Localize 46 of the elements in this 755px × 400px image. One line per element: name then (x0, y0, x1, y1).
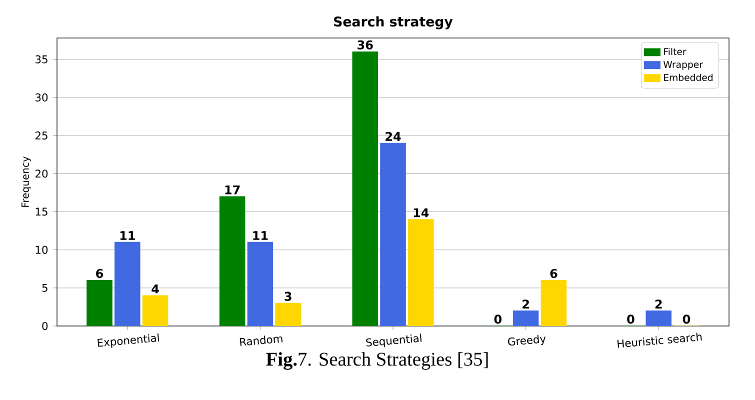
y-tick-label: 20 (35, 170, 48, 178)
bar (86, 280, 112, 326)
data-label: 3 (284, 292, 292, 301)
bar (646, 310, 672, 326)
bar (540, 280, 567, 326)
data-label: 4 (152, 284, 159, 294)
data-label: 2 (655, 300, 662, 308)
bar (512, 310, 539, 326)
data-label: 0 (627, 314, 634, 324)
y-tick-label: 25 (35, 131, 48, 140)
data-label: 0 (682, 314, 690, 324)
bar (275, 302, 301, 326)
bar (114, 242, 140, 326)
data-label: 14 (414, 208, 429, 218)
data-label: 36 (358, 40, 373, 50)
data-label: 0 (494, 314, 502, 324)
chart-title: Search strategy (334, 16, 453, 30)
bar (352, 51, 378, 326)
y-tick-label: 0 (42, 322, 48, 330)
x-tick-label: Heuristic search (617, 332, 702, 348)
y-axis-title: Frequency (22, 156, 31, 207)
data-label: 6 (550, 268, 558, 278)
y-tick-label: 10 (36, 246, 48, 254)
bar (380, 142, 406, 326)
data-label: 24 (386, 132, 401, 141)
legend-label: Wrapper (663, 61, 703, 70)
bar (219, 196, 246, 326)
y-tick-label: 15 (36, 208, 48, 216)
legend-label: Filter (664, 48, 686, 56)
data-label: 2 (522, 300, 529, 308)
data-label: 6 (96, 268, 104, 278)
x-tick-label: Random (240, 336, 283, 346)
legend-label: Embedded (664, 74, 712, 82)
bar (408, 219, 434, 326)
bar (247, 242, 274, 326)
data-label: 11 (253, 231, 268, 240)
y-tick-label: 30 (36, 93, 48, 102)
y-tick-label: 35 (36, 55, 48, 64)
y-tick-label: 5 (42, 284, 48, 292)
data-label: 17 (225, 185, 240, 194)
x-tick-label: Sequential (366, 334, 422, 348)
x-tick-label: Greedy (508, 334, 546, 346)
text: Fig.7. Search Strategies [35] (266, 352, 488, 370)
x-tick-label: Exponential (98, 333, 160, 348)
bar (142, 295, 168, 326)
data-label: 11 (120, 231, 135, 240)
